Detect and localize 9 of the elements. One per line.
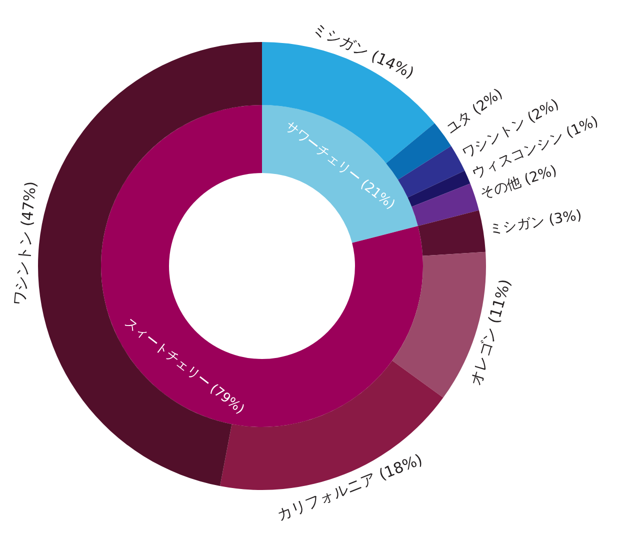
- donut-slice: [101, 105, 423, 427]
- donut-slice: [418, 210, 486, 256]
- donut-slice: [38, 42, 262, 486]
- donut-slice: [412, 184, 479, 226]
- donut-slice: [408, 170, 470, 207]
- donut-slice: [262, 105, 418, 243]
- slice-label: ワシントン (47%): [10, 180, 40, 307]
- slice-label: ミシガン (3%): [488, 207, 583, 238]
- slice-label: オレゴン (11%): [466, 277, 515, 388]
